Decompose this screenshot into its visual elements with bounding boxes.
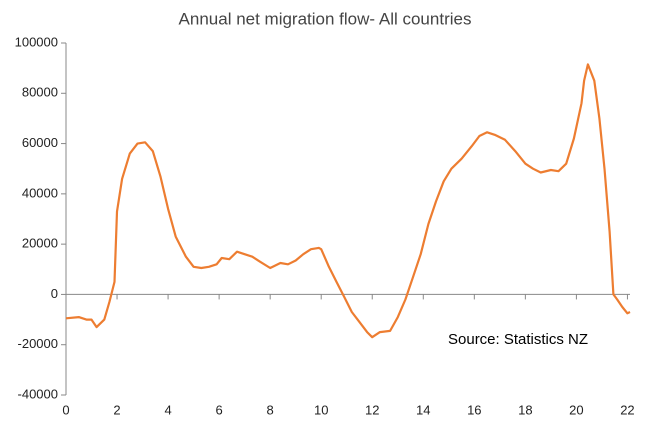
y-tick-label: 0 <box>51 286 58 301</box>
y-tick-label: 80000 <box>22 85 58 100</box>
x-tick-label: 10 <box>314 402 328 417</box>
y-tick-label: 100000 <box>15 34 58 49</box>
annotation: Source: Statistics NZ <box>448 331 588 348</box>
y-tick-label: -20000 <box>18 336 58 351</box>
y-tick-label: 60000 <box>22 135 58 150</box>
x-tick-label: 16 <box>467 402 481 417</box>
y-tick-label: 20000 <box>22 236 58 251</box>
x-tick-label: 6 <box>216 402 223 417</box>
data-line <box>65 63 631 339</box>
x-tick-label: 14 <box>416 402 430 417</box>
x-tick-label: 20 <box>569 402 583 417</box>
x-tick-label: 8 <box>267 402 274 417</box>
x-tick-label: 12 <box>365 402 379 417</box>
x-tick-label: 4 <box>164 402 171 417</box>
x-tick-label: 2 <box>113 402 120 417</box>
y-tick-label: -40000 <box>18 386 58 401</box>
chart-title: Annual net migration flow- All countries <box>179 9 472 28</box>
y-tick-label: 40000 <box>22 185 58 200</box>
x-tick-label: 22 <box>620 402 634 417</box>
x-tick-label: 18 <box>518 402 532 417</box>
x-tick-label: 0 <box>62 402 69 417</box>
